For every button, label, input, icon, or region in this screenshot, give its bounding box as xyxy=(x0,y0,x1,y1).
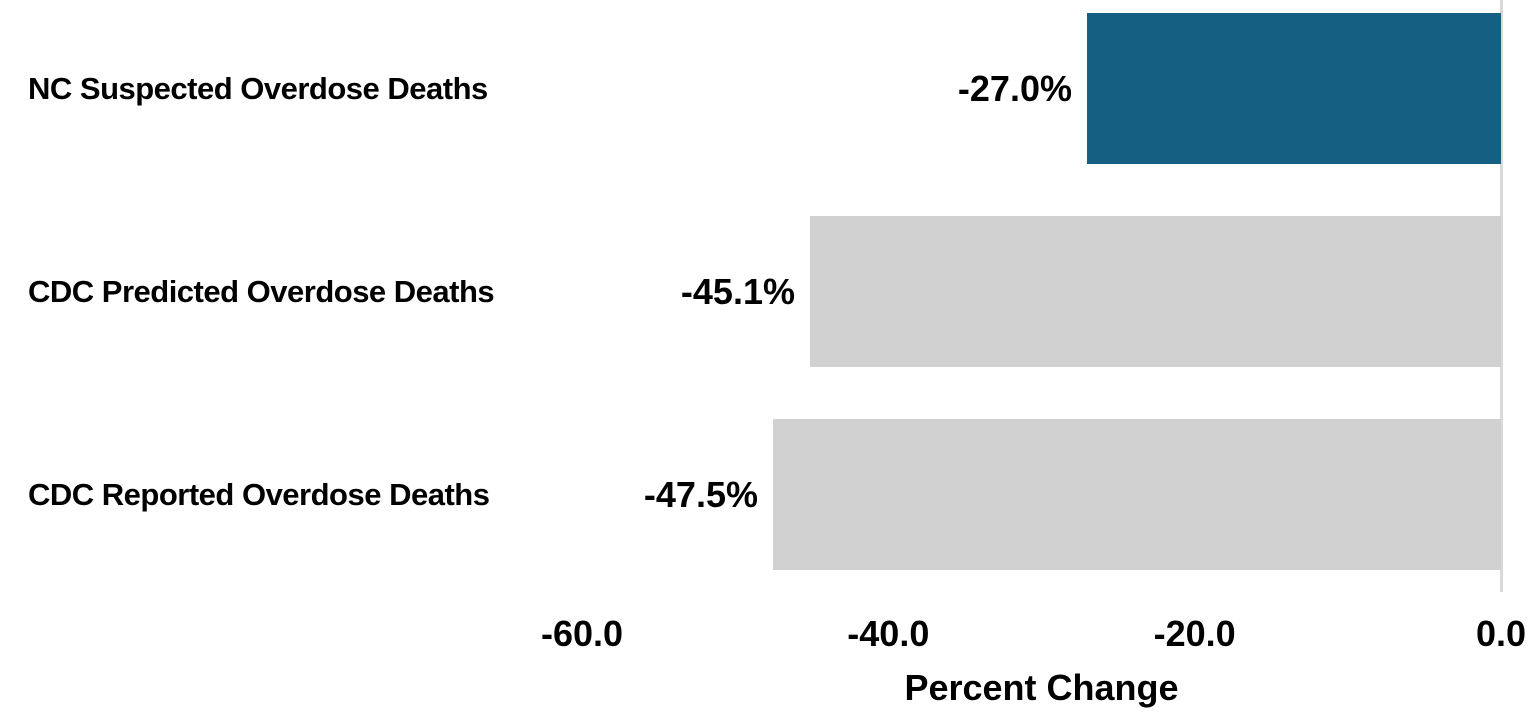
category-label-1: NC Suspected Overdose Deaths xyxy=(28,70,488,106)
x-axis-tick-0.0: 0.0 xyxy=(1475,613,1527,654)
bar-1 xyxy=(1087,13,1501,164)
zero-axis-line xyxy=(1500,0,1503,592)
value-label-2: -45.1% xyxy=(680,270,795,312)
x-axis-tick--40.0: -40.0 xyxy=(847,613,930,654)
category-label-2: CDC Predicted Overdose Deaths xyxy=(28,273,495,309)
x-axis-tick--20.0: -20.0 xyxy=(1153,613,1236,654)
bar-3 xyxy=(773,419,1501,570)
value-label-1: -27.0% xyxy=(957,67,1072,109)
x-axis-title: Percent Change xyxy=(904,667,1179,708)
bar-2 xyxy=(810,216,1501,367)
x-axis-tick--60.0: -60.0 xyxy=(540,613,624,654)
category-label-3: CDC Reported Overdose Deaths xyxy=(28,476,490,512)
value-label-3: -47.5% xyxy=(643,473,758,515)
